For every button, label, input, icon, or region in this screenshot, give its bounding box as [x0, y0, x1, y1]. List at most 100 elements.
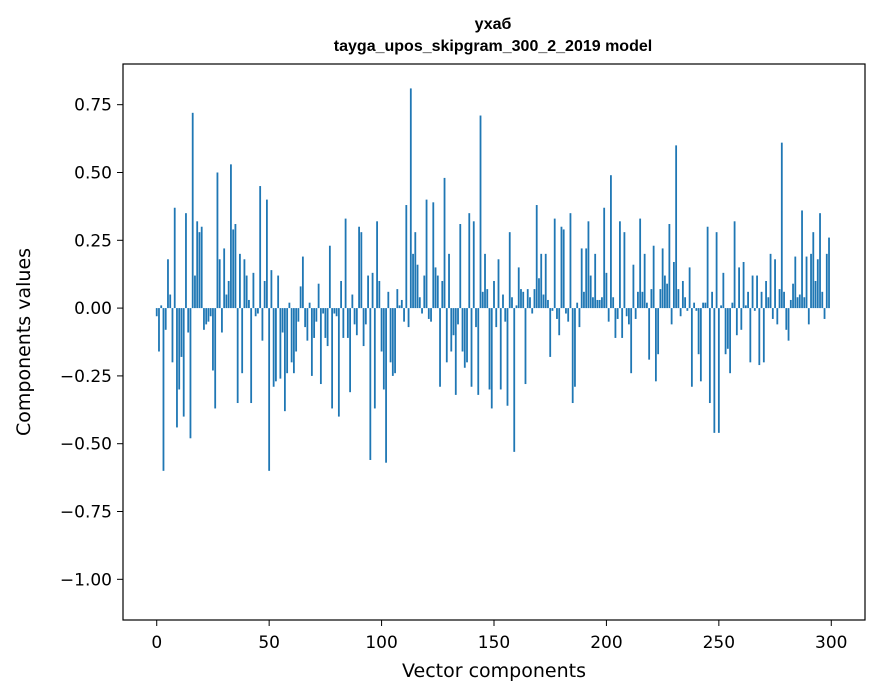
bar — [497, 259, 500, 309]
bar — [477, 308, 480, 395]
bar — [616, 308, 619, 319]
bar — [560, 226, 563, 309]
bar — [275, 308, 277, 382]
bar — [261, 308, 264, 341]
bar — [637, 291, 639, 309]
bar — [522, 291, 525, 309]
bar — [457, 308, 459, 325]
bar — [704, 302, 707, 309]
bar — [290, 308, 293, 363]
bar — [292, 308, 295, 374]
bar — [511, 297, 513, 309]
bar — [430, 308, 432, 322]
x-tick-label: 300 — [815, 633, 847, 653]
bar — [445, 308, 448, 363]
bar — [185, 213, 187, 309]
bar — [801, 210, 803, 309]
bar — [628, 308, 630, 325]
bar — [189, 308, 192, 439]
bar — [203, 308, 205, 330]
bar — [310, 308, 313, 376]
bar — [418, 297, 421, 309]
bar — [812, 232, 815, 309]
bar — [371, 272, 374, 309]
bar — [828, 237, 830, 309]
bar — [771, 308, 774, 319]
bar — [738, 267, 740, 309]
bar — [423, 275, 426, 309]
bar — [299, 286, 302, 309]
bar — [391, 308, 394, 376]
bar — [585, 248, 588, 309]
bar — [167, 259, 169, 309]
bar — [324, 308, 327, 338]
bar — [621, 308, 624, 338]
bar — [297, 308, 300, 322]
bar — [295, 308, 298, 352]
bar — [468, 213, 471, 309]
bar — [216, 172, 219, 309]
bar — [502, 294, 504, 309]
y-axis-label: Components values — [13, 248, 35, 436]
bar — [396, 289, 399, 309]
bar — [668, 224, 671, 309]
bar — [677, 289, 680, 309]
bar — [441, 280, 444, 309]
bar — [160, 305, 163, 309]
bar — [353, 308, 356, 325]
bar — [708, 308, 711, 404]
bar — [526, 289, 529, 309]
bar — [740, 308, 743, 330]
bar — [306, 308, 309, 341]
bar — [360, 232, 363, 309]
y-tick-label: −0.25 — [60, 367, 112, 387]
bar — [825, 253, 828, 309]
bar — [533, 289, 536, 309]
bar — [205, 308, 208, 325]
bar — [198, 232, 201, 309]
bar — [610, 175, 612, 309]
bar — [742, 261, 745, 309]
bar — [484, 253, 486, 309]
bar — [751, 275, 754, 309]
bar — [250, 308, 253, 404]
bar — [176, 308, 178, 428]
bar — [634, 308, 637, 319]
bar — [387, 291, 390, 309]
bar — [180, 308, 183, 357]
bar — [769, 253, 772, 309]
bar — [551, 308, 554, 311]
bar — [230, 164, 232, 309]
bar — [407, 308, 410, 328]
bar — [670, 308, 673, 325]
bar — [223, 248, 226, 309]
bar — [421, 308, 423, 314]
bar — [598, 299, 601, 309]
bar — [288, 302, 291, 309]
bar — [587, 221, 590, 309]
y-axis-ticks: −1.00 −0.75 −0.50 −0.25 0.00 0.25 0.50 0.75 — [60, 96, 123, 590]
bar — [283, 308, 286, 412]
bar — [720, 305, 722, 309]
bar — [749, 308, 752, 363]
chart-subtitle: tayga_upos_skipgram_300_2_2019 model — [334, 38, 652, 55]
x-axis-label: Vector components — [402, 660, 586, 682]
bar — [504, 308, 507, 322]
bar — [221, 308, 223, 333]
bar — [461, 308, 464, 352]
bar — [661, 248, 664, 309]
bar — [569, 213, 572, 309]
bar — [362, 308, 365, 347]
bar — [529, 297, 531, 309]
bar — [194, 275, 196, 309]
bar — [463, 308, 466, 368]
bar — [214, 308, 217, 409]
bar — [443, 177, 446, 309]
bar — [672, 261, 675, 309]
bar — [344, 218, 347, 309]
bar — [506, 308, 509, 406]
bar — [576, 302, 579, 309]
y-tick-label: −0.75 — [60, 503, 112, 523]
bar — [657, 308, 660, 355]
bar — [765, 280, 767, 309]
